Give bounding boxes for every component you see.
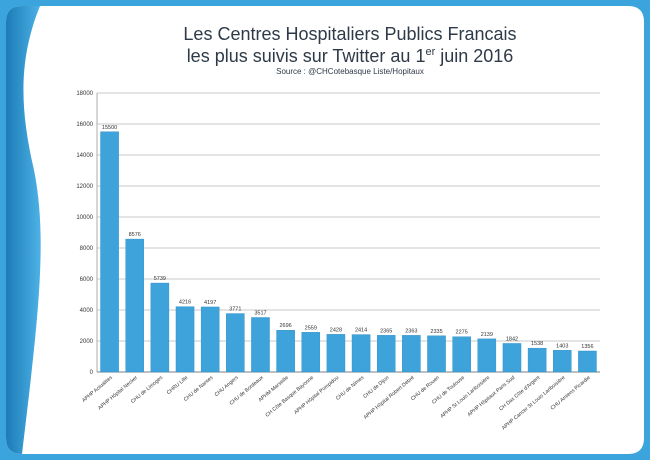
bar bbox=[502, 343, 522, 373]
bar bbox=[200, 306, 220, 373]
bar-value-label: 1538 bbox=[531, 341, 543, 347]
bar-value-label: 2365 bbox=[380, 328, 392, 334]
bar bbox=[452, 336, 471, 373]
bar bbox=[226, 313, 245, 373]
bar-value-label: 2139 bbox=[481, 332, 493, 338]
bar bbox=[125, 238, 144, 373]
bar-value-label: 5739 bbox=[154, 276, 166, 282]
y-tick-label: 18000 bbox=[76, 91, 93, 97]
x-tick-label: CHU Angers bbox=[214, 375, 240, 398]
bar bbox=[175, 306, 195, 373]
bar-value-label: 2275 bbox=[456, 330, 468, 336]
y-tick-label: 8000 bbox=[80, 246, 94, 252]
bar-value-label: 2428 bbox=[330, 327, 342, 333]
chart-title-line1: Les Centres Hospitaliers Publics Francai… bbox=[183, 24, 517, 44]
x-tick-label: APHP Hôpital Robert Debré bbox=[363, 375, 416, 421]
bar-value-label: 3517 bbox=[254, 310, 266, 316]
x-tick-label: CH Côte Basque Bayonne bbox=[265, 375, 316, 419]
y-tick-label: 12000 bbox=[76, 184, 93, 190]
x-tick-label: APHP Hôpitaux Paris Sud bbox=[467, 375, 517, 418]
bar bbox=[477, 338, 497, 373]
bar-value-label: 2335 bbox=[430, 329, 442, 335]
bar bbox=[326, 334, 346, 373]
chart-subtitle: Source : @CHCotebasque Liste/Hopitaux bbox=[276, 67, 424, 76]
y-tick-label: 0 bbox=[90, 370, 94, 376]
y-tick-label: 4000 bbox=[80, 308, 94, 314]
bar-value-label: 8576 bbox=[129, 232, 141, 238]
bar bbox=[553, 350, 572, 373]
bar bbox=[351, 334, 371, 373]
y-tick-label: 10000 bbox=[76, 215, 93, 221]
bar bbox=[301, 332, 321, 373]
y-tick-label: 6000 bbox=[80, 277, 94, 283]
bar-value-label: 1403 bbox=[556, 343, 568, 349]
bar-value-label: 2559 bbox=[305, 325, 317, 331]
y-tick-label: 14000 bbox=[76, 153, 93, 159]
bar bbox=[376, 335, 396, 373]
x-tick-label: CHU de Nimes bbox=[335, 375, 366, 402]
bar bbox=[150, 282, 170, 373]
bar-value-label: 1356 bbox=[581, 344, 593, 350]
bar-value-label: 2363 bbox=[405, 328, 417, 334]
bar-value-label: 15500 bbox=[102, 125, 117, 131]
x-tick-label: APHP Hôpital Pompidou bbox=[293, 375, 340, 416]
bar-value-label: 1842 bbox=[506, 336, 518, 342]
bar bbox=[251, 317, 270, 373]
y-tick-label: 16000 bbox=[76, 122, 93, 128]
bar bbox=[427, 335, 446, 373]
bar-value-label: 3771 bbox=[229, 307, 241, 313]
bar-value-label: 2696 bbox=[280, 323, 292, 329]
bar-value-label: 2414 bbox=[355, 328, 367, 334]
bar bbox=[100, 131, 119, 373]
chart-title-line2: les plus suivis sur Twitter au 1er juin … bbox=[100, 46, 600, 67]
title-line2-pre: les plus suivis sur Twitter au 1 bbox=[186, 46, 426, 66]
bar bbox=[578, 350, 597, 373]
bar-value-label: 4197 bbox=[204, 300, 216, 306]
bar bbox=[276, 330, 295, 373]
title-line2-post: juin 2016 bbox=[435, 46, 514, 66]
bar bbox=[402, 335, 421, 373]
bar bbox=[527, 347, 547, 373]
y-tick-label: 2000 bbox=[80, 339, 94, 345]
x-tick-label: CHRU Lille bbox=[166, 375, 190, 396]
x-tick-label: APHP St Louis Lariboisière bbox=[439, 375, 491, 420]
bar-value-label: 4216 bbox=[179, 300, 191, 306]
title-superscript: er bbox=[425, 46, 436, 58]
